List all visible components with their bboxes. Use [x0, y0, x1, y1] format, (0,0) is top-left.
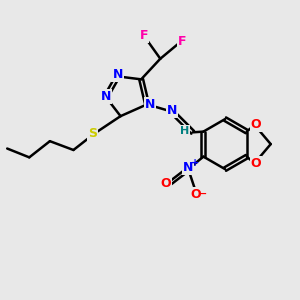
Text: O: O [251, 157, 261, 170]
Text: O: O [190, 188, 201, 201]
Text: +: + [191, 158, 199, 168]
Text: −: − [197, 189, 207, 199]
Text: F: F [140, 29, 148, 42]
Text: N: N [100, 91, 111, 103]
Text: H: H [180, 126, 189, 136]
Text: N: N [112, 68, 123, 81]
Text: F: F [178, 34, 187, 48]
Text: S: S [88, 127, 97, 140]
Text: O: O [251, 118, 261, 131]
Text: N: N [167, 104, 177, 117]
Text: O: O [160, 177, 171, 190]
Text: N: N [145, 98, 155, 111]
Text: N: N [183, 161, 194, 174]
